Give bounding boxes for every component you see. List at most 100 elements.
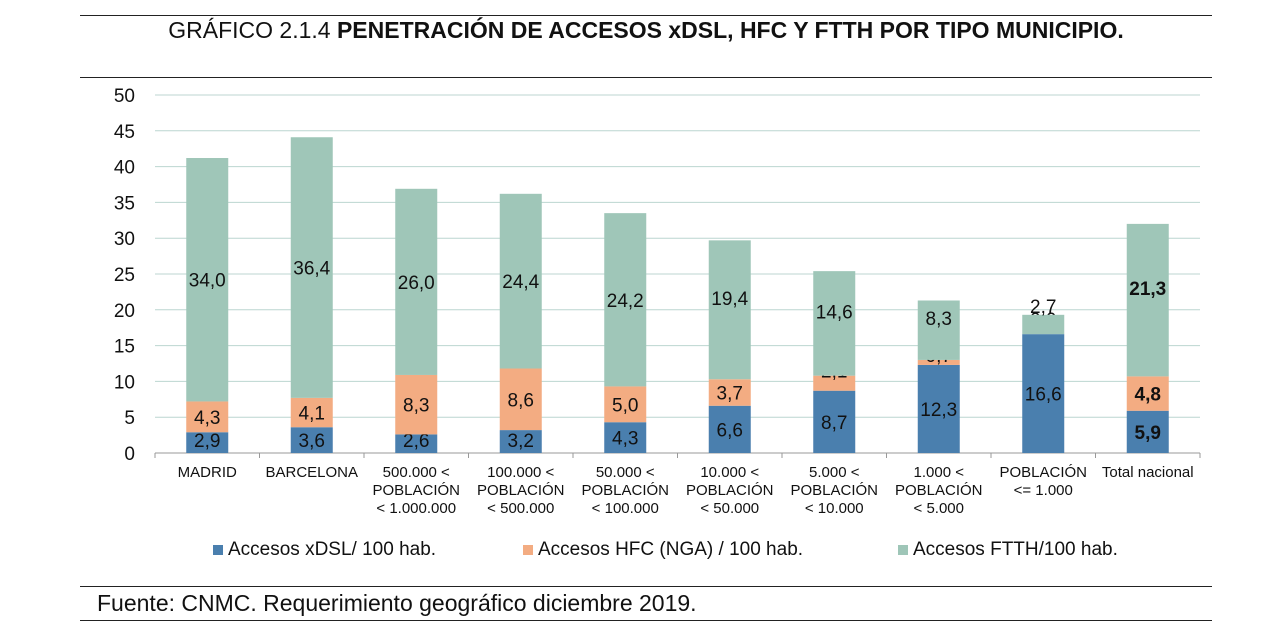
category-label: < 1.000.000: [376, 500, 456, 517]
data-label: 5,0: [612, 395, 638, 416]
category-label: Total nacional: [1102, 464, 1194, 481]
data-label: 2,9: [194, 431, 220, 452]
data-label: 3,7: [717, 383, 743, 404]
data-label: 2,7: [1030, 297, 1056, 318]
bar-segment: [499, 430, 542, 453]
bar-segment: [917, 300, 960, 360]
bar-segment: [708, 240, 751, 380]
bar-segment: [395, 434, 438, 453]
category-label: POBLACIÓN: [581, 482, 669, 499]
data-label: 26,0: [398, 273, 435, 294]
bar-segment: [604, 213, 647, 387]
source-note: Fuente: CNMC. Requerimiento geográfico d…: [97, 590, 697, 616]
category-label: < 10.000: [805, 500, 864, 517]
y-tick-label: 30: [114, 229, 135, 250]
data-label: 24,4: [502, 272, 539, 293]
y-tick-label: 0: [124, 444, 135, 465]
category-label: BARCELONA: [265, 464, 358, 481]
category-label: 10.000 <: [700, 464, 759, 481]
data-label: 14,6: [816, 302, 853, 323]
bar-segment: [290, 137, 333, 398]
bar-segment: [604, 386, 647, 423]
data-label: 8,7: [821, 413, 847, 434]
data-label: 4,1: [299, 404, 325, 425]
legend-label: Accesos HFC (NGA) / 100 hab.: [538, 539, 803, 560]
category-label: < 5.000: [914, 500, 964, 517]
category-label: 1.000 <: [914, 464, 965, 481]
category-label: 100.000 <: [487, 464, 554, 481]
data-label: 8,3: [926, 309, 952, 330]
legend-label: Accesos xDSL/ 100 hab.: [228, 539, 436, 560]
bar-segment: [813, 390, 856, 453]
bar-segment: [499, 193, 542, 369]
bar-segment: [395, 374, 438, 435]
data-label: 34,0: [189, 271, 226, 292]
legend-label: Accesos FTTH/100 hab.: [913, 539, 1118, 560]
data-label: 3,6: [299, 431, 325, 452]
y-tick-label: 35: [114, 193, 135, 214]
bar-segment: [186, 401, 229, 433]
chart-title-lead: GRÁFICO 2.1.4: [168, 17, 331, 43]
y-tick-label: 10: [114, 372, 135, 393]
category-label: POBLACIÓN: [477, 482, 565, 499]
chart-title-main: PENETRACIÓN DE ACCESOS xDSL, HFC Y FTTH …: [336, 17, 1124, 43]
data-label: 2,6: [403, 431, 429, 452]
bar-segment: [1022, 334, 1065, 453]
top-rule: [80, 15, 1212, 16]
category-label: MADRID: [178, 464, 237, 481]
data-label: 12,3: [920, 400, 957, 421]
y-tick-label: 15: [114, 337, 135, 358]
bar-segment: [917, 364, 960, 453]
data-label: 24,2: [607, 291, 644, 312]
category-label: POBLACIÓN: [686, 482, 774, 499]
bar-segment: [1126, 223, 1169, 377]
bar-segment: [708, 405, 751, 453]
data-label: 6,6: [717, 420, 743, 441]
data-label: 3,2: [508, 431, 534, 452]
category-label: POBLACIÓN: [999, 464, 1087, 481]
bar-segment: [290, 397, 333, 428]
data-label: 8,3: [403, 396, 429, 417]
y-tick-label: 45: [114, 122, 135, 143]
y-tick-label: 25: [114, 265, 135, 286]
data-label: 4,8: [1135, 385, 1161, 406]
bar-segment: [813, 271, 856, 376]
y-tick-label: 20: [114, 301, 135, 322]
category-label: POBLACIÓN: [790, 482, 878, 499]
bar-segment: [186, 432, 229, 453]
data-label: 19,4: [711, 289, 748, 310]
bar-segment: [1126, 410, 1169, 453]
category-label: POBLACIÓN: [372, 482, 460, 499]
bar-segment: [1126, 376, 1169, 411]
bar-segment: [1022, 314, 1065, 335]
bar-segment: [917, 359, 960, 365]
chart-title: GRÁFICO 2.1.4 PENETRACIÓN DE ACCESOS xDS…: [80, 16, 1212, 44]
category-label: < 100.000: [592, 500, 659, 517]
category-label: < 50.000: [700, 500, 759, 517]
category-label: < 500.000: [487, 500, 554, 517]
category-label: 500.000 <: [383, 464, 450, 481]
legend-swatch: [523, 545, 533, 555]
category-label: 50.000 <: [596, 464, 655, 481]
data-label: 4,3: [612, 429, 638, 450]
data-label: 21,3: [1129, 279, 1166, 300]
category-label: <= 1.000: [1014, 482, 1073, 499]
footer-top-rule: [80, 586, 1212, 587]
bottom-rule: [80, 620, 1212, 621]
y-tick-label: 5: [124, 408, 135, 429]
data-label: 36,4: [293, 259, 330, 280]
category-label: 5.000 <: [809, 464, 860, 481]
bar-segment: [813, 375, 856, 391]
category-label: POBLACIÓN: [895, 482, 983, 499]
y-tick-label: 50: [114, 86, 135, 107]
title-bottom-rule: [80, 77, 1212, 78]
data-label: 8,6: [508, 390, 534, 411]
bar-segment: [290, 427, 333, 453]
data-label: 5,9: [1135, 423, 1161, 444]
data-label: 4,3: [194, 408, 220, 429]
data-label: 16,6: [1025, 385, 1062, 406]
bar-segment: [604, 422, 647, 453]
bar-segment: [708, 379, 751, 406]
bar-segment: [186, 158, 229, 402]
